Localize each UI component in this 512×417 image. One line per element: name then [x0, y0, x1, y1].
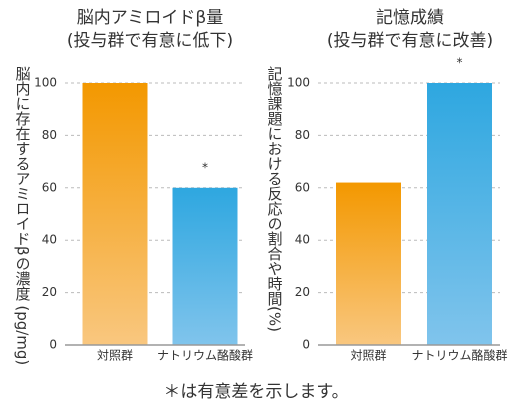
x-tick-label: ナトリウム酪酸群: [411, 348, 507, 363]
bar: [427, 83, 492, 345]
y-tick-label: 80: [42, 128, 57, 142]
bar: [336, 182, 401, 345]
footnote: ＊は有意差を示します。: [163, 382, 348, 402]
y-axis-label: 記憶課題における反応の割合や時間(%): [266, 66, 284, 332]
x-tick-label: 対照群: [97, 349, 133, 363]
bar: [82, 83, 148, 345]
y-axis-label: 脳内に存在するアミロイドβの濃度 (pg/mg): [14, 66, 32, 365]
annotation: *: [457, 56, 463, 70]
y-tick-label: 0: [49, 338, 57, 352]
x-tick-label: ナトリウム酪酸群: [157, 348, 253, 363]
x-tick-label: 対照群: [350, 349, 386, 363]
chart-title: 記憶成績: [376, 8, 444, 28]
y-tick-label: 0: [302, 338, 310, 352]
y-tick-label: 100: [287, 76, 310, 90]
y-tick-label: 60: [42, 180, 57, 194]
annotation: *: [202, 160, 208, 174]
chart-subtitle: (投与群で有意に低下): [67, 31, 233, 51]
chart-title: 脳内アミロイドβ量: [77, 8, 224, 28]
y-tick-label: 20: [42, 285, 57, 299]
y-tick-label: 20: [295, 285, 310, 299]
y-tick-label: 80: [295, 128, 310, 142]
y-tick-label: 60: [295, 180, 310, 194]
y-tick-label: 40: [42, 233, 57, 247]
y-tick-label: 100: [34, 76, 57, 90]
y-tick-label: 40: [295, 233, 310, 247]
bar: [172, 187, 238, 345]
chart-subtitle: (投与群で有意に改善): [327, 31, 493, 51]
